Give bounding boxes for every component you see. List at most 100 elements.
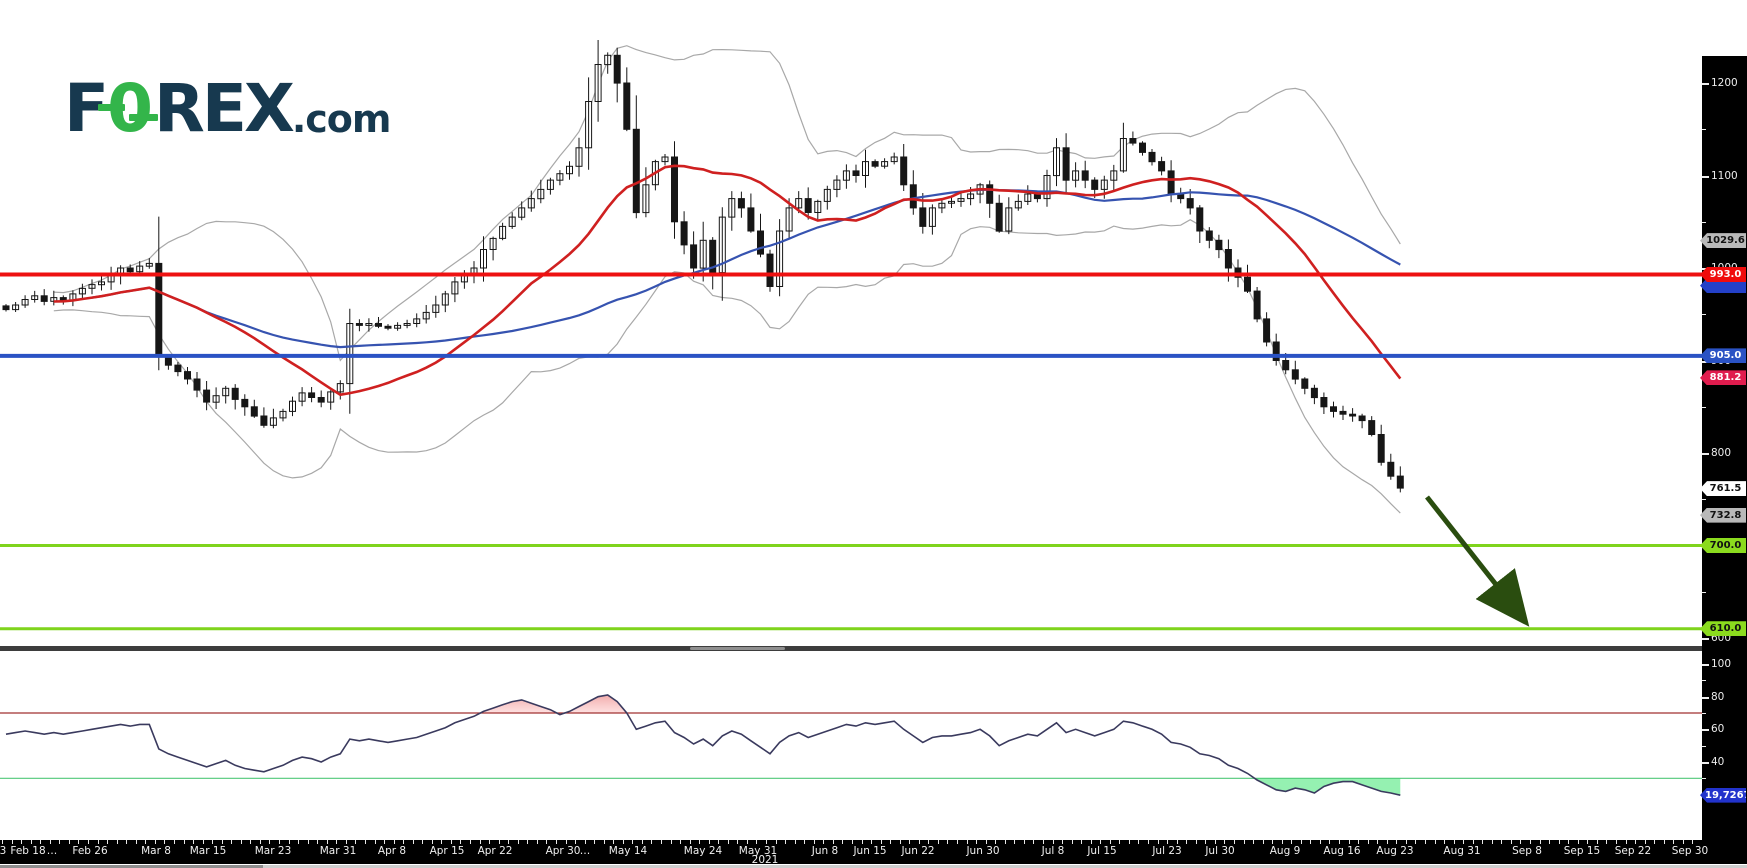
time-axis-tick xyxy=(1491,840,1493,844)
rsi-value-badge: 19,7267 xyxy=(1700,787,1746,803)
time-axis-label: Mar 8 xyxy=(141,845,171,857)
scrollbar-thumb[interactable] xyxy=(0,865,263,868)
time-axis-tick xyxy=(1042,840,1044,844)
time-axis-tick xyxy=(1272,840,1274,844)
time-axis-label: Apr 30 xyxy=(545,845,581,857)
price-badge: 993.0 xyxy=(1700,266,1746,282)
time-axis-tick xyxy=(1644,840,1646,844)
time-axis-tick xyxy=(947,840,949,844)
time-axis-tick xyxy=(584,840,586,844)
time-axis-label: Feb 26 xyxy=(72,845,108,857)
time-axis-tick xyxy=(221,840,223,844)
panel-resize-handle[interactable] xyxy=(690,647,785,650)
logo-text-domain: .com xyxy=(291,97,392,142)
time-axis-tick xyxy=(1100,840,1102,844)
time-axis-label: Aug 9 xyxy=(1269,845,1301,857)
price-axis-minor-tick xyxy=(1702,129,1706,131)
time-axis-tick xyxy=(202,840,204,844)
time-axis-tick xyxy=(1358,840,1360,844)
time-axis-tick xyxy=(1138,840,1140,844)
time-axis-tick xyxy=(1348,840,1350,844)
time-axis-tick xyxy=(231,840,233,844)
time-axis-tick xyxy=(1472,840,1474,844)
projection-arrow[interactable] xyxy=(1425,495,1530,627)
time-axis-tick xyxy=(1090,840,1092,844)
rsi-line xyxy=(5,694,1401,796)
price-axis-tick xyxy=(1702,638,1709,640)
time-axis-tick xyxy=(1281,840,1283,844)
price-axis-tick xyxy=(1702,175,1709,178)
time-axis-label: Apr 22 xyxy=(477,845,513,857)
time-axis-tick xyxy=(1329,840,1331,844)
time-axis-tick xyxy=(59,840,61,844)
rsi-axis-tick-label: 40 xyxy=(1711,756,1725,768)
time-axis[interactable]: 2021 3 Feb 18… Feb 26 Mar 8 Mar 15 Mar 23 Mar … xyxy=(0,840,1747,864)
horizontal-scrollbar[interactable] xyxy=(0,864,1747,868)
time-axis-tick xyxy=(508,840,510,844)
time-axis-tick xyxy=(813,840,815,844)
time-axis-tick xyxy=(1577,840,1579,844)
time-axis-tick xyxy=(899,840,901,844)
logo-zero-icon: 0 xyxy=(98,76,158,142)
time-axis-tick xyxy=(1205,840,1207,844)
time-axis-tick xyxy=(670,840,672,844)
time-axis-tick xyxy=(498,840,500,844)
time-axis-tick xyxy=(1014,840,1016,844)
chart-canvas[interactable] xyxy=(0,0,1702,840)
price-badge: 1029.6 xyxy=(1700,233,1746,249)
time-axis-tick xyxy=(613,840,615,844)
time-axis-tick xyxy=(842,840,844,844)
time-axis-tick xyxy=(107,840,108,844)
time-axis-tick xyxy=(1415,840,1417,844)
time-axis-tick xyxy=(1128,840,1130,844)
time-axis-tick xyxy=(431,840,433,844)
price-badge: 610.0 xyxy=(1700,621,1746,637)
time-axis-tick xyxy=(1109,840,1111,844)
time-axis-tick xyxy=(756,840,758,844)
time-axis-tick xyxy=(565,840,567,844)
time-axis-tick xyxy=(479,840,481,844)
time-axis-label: May 24 xyxy=(683,845,723,857)
rsi-axis-tick-label: 60 xyxy=(1711,723,1725,736)
time-axis-tick xyxy=(403,840,405,844)
price-chart-area[interactable]: F 0 REX .com xyxy=(0,0,1702,840)
rsi-axis-minor-tick xyxy=(1702,778,1706,780)
time-axis-tick xyxy=(1004,840,1006,844)
time-axis-label: Aug 16 xyxy=(1323,845,1361,857)
time-axis-tick xyxy=(78,840,80,844)
time-axis-tick xyxy=(1119,840,1121,844)
time-axis-tick xyxy=(641,840,643,844)
time-axis-tick xyxy=(1367,840,1369,844)
time-axis-tick xyxy=(126,840,128,844)
time-axis-tick xyxy=(718,840,720,844)
panel-divider xyxy=(0,646,1747,651)
price-axis[interactable]: 1200110010009008007006001008060401029.69… xyxy=(1700,56,1747,840)
time-axis-tick xyxy=(355,840,357,844)
time-axis-tick xyxy=(489,840,491,844)
time-axis-tick xyxy=(183,840,185,844)
time-axis-label: Aug 23 xyxy=(1376,845,1414,857)
time-axis-tick xyxy=(1176,840,1178,844)
time-axis-tick xyxy=(804,840,806,844)
time-axis-tick xyxy=(1339,840,1340,844)
forex-logo: F 0 REX .com xyxy=(64,66,391,142)
time-axis-tick xyxy=(909,840,911,844)
time-axis-tick xyxy=(326,840,328,844)
price-badge: 761.5 xyxy=(1700,481,1746,497)
time-axis-tick xyxy=(374,840,376,844)
time-axis-tick xyxy=(575,840,576,844)
time-axis-tick xyxy=(1253,840,1254,844)
time-axis-label: Apr 8 xyxy=(377,845,407,857)
time-axis-tick xyxy=(450,840,452,844)
time-axis-tick xyxy=(412,840,414,844)
time-axis-tick xyxy=(345,840,347,844)
time-axis-label: Apr 15 xyxy=(429,845,465,857)
time-axis-tick xyxy=(21,840,23,844)
time-axis-tick xyxy=(1052,840,1054,844)
candle-wicks xyxy=(5,40,1401,493)
time-axis-tick xyxy=(1167,840,1169,844)
price-badge: 732.8 xyxy=(1700,507,1746,523)
time-axis-tick xyxy=(985,840,987,844)
time-axis-label: Jul 8 xyxy=(1041,845,1065,857)
